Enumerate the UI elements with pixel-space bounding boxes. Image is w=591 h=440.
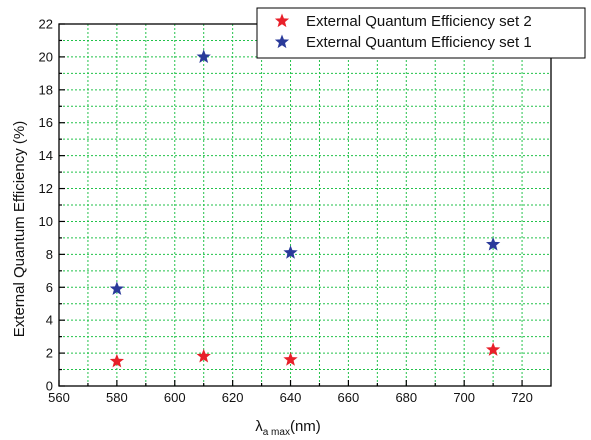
data-point-set-2 bbox=[109, 353, 125, 368]
x-axis-label: λa max(nm) bbox=[255, 418, 321, 438]
data-point-set-1 bbox=[485, 236, 501, 251]
x-axis-label-unit: (nm) bbox=[290, 418, 321, 435]
x-tick-label: 620 bbox=[222, 390, 244, 405]
x-tick-label: 660 bbox=[338, 390, 360, 405]
x-tick-label: 680 bbox=[395, 390, 417, 405]
x-tick-label: 560 bbox=[48, 390, 70, 405]
x-tick-label: 700 bbox=[453, 390, 475, 405]
y-tick-label: 16 bbox=[39, 115, 53, 130]
y-axis-label: External Quantum Efficiency (%) bbox=[11, 121, 28, 337]
y-tick-label: 12 bbox=[39, 181, 53, 196]
grid bbox=[59, 24, 551, 386]
y-tick-label: 6 bbox=[46, 280, 53, 295]
legend-label: External Quantum Efficiency set 1 bbox=[306, 34, 532, 51]
legend: External Quantum Efficiency set 2 Externa… bbox=[256, 7, 586, 59]
tick-labels: 560 580 600 620 640 660 680 700 720 0 2 4 6 8 10 12 14 16… bbox=[39, 17, 533, 406]
legend-marker bbox=[274, 34, 290, 49]
data-point-set-2 bbox=[196, 348, 211, 363]
legend-box bbox=[256, 7, 586, 59]
data-points bbox=[109, 49, 501, 368]
x-tick-label: 580 bbox=[106, 390, 128, 405]
y-tick-label: 8 bbox=[46, 247, 53, 262]
x-tick-label: 720 bbox=[511, 390, 533, 405]
data-point-set-1 bbox=[283, 245, 298, 259]
y-tick-label: 2 bbox=[46, 346, 53, 361]
data-point-set-2 bbox=[485, 342, 501, 356]
x-axis-label-sub: a max bbox=[263, 427, 290, 438]
legend-marker bbox=[274, 13, 290, 28]
data-point-set-1 bbox=[196, 49, 211, 63]
data-point-set-1 bbox=[109, 281, 125, 295]
x-axis-label-main: λ bbox=[255, 418, 263, 435]
y-tick-label: 0 bbox=[46, 379, 53, 394]
axis-ticks bbox=[58, 23, 523, 387]
y-tick-label: 18 bbox=[39, 82, 53, 97]
y-tick-label: 4 bbox=[46, 313, 53, 328]
legend-label: External Quantum Efficiency set 2 bbox=[306, 13, 532, 30]
y-tick-label: 14 bbox=[39, 148, 53, 163]
y-tick-label: 22 bbox=[39, 17, 53, 32]
x-tick-label: 640 bbox=[280, 390, 302, 405]
x-tick-label: 600 bbox=[164, 390, 186, 405]
y-tick-label: 10 bbox=[39, 214, 53, 229]
legend-items: External Quantum Efficiency set 2 Externa… bbox=[274, 13, 532, 51]
data-point-set-2 bbox=[283, 352, 298, 366]
y-tick-label: 20 bbox=[39, 49, 53, 64]
